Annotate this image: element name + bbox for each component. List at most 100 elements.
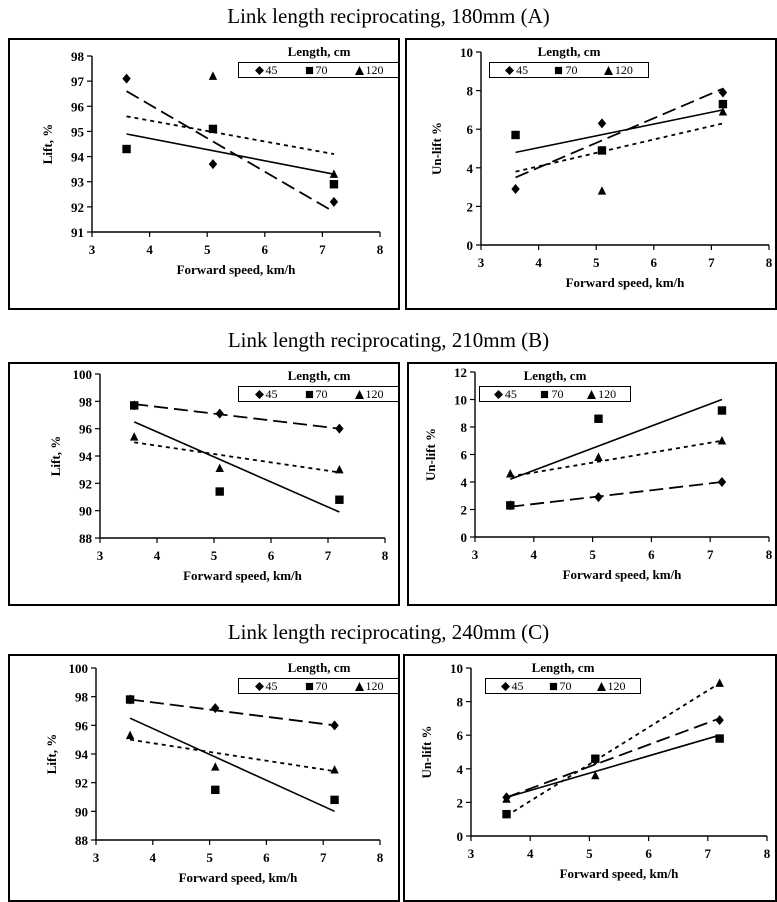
trendline-120: [134, 441, 340, 474]
trendline-120: [126, 115, 335, 155]
x-tick-label: 8: [377, 242, 384, 257]
legend-title: Length, cm: [523, 368, 587, 383]
x-tick-label: 5: [211, 548, 218, 563]
y-tick-label: 6: [467, 122, 474, 137]
x-tick-label: 4: [154, 548, 161, 563]
data-point-45: [330, 720, 339, 731]
legend-item-120: 120: [354, 679, 384, 694]
y-tick-label: 88: [79, 531, 93, 546]
legend-box: 45 70 120: [485, 678, 641, 694]
square-marker-icon: [305, 390, 313, 398]
legend-label: 45: [504, 386, 517, 401]
x-tick-label: 7: [707, 547, 714, 562]
legend-label: 45: [511, 678, 524, 693]
data-point-70: [125, 695, 135, 704]
square-marker-icon: [555, 66, 563, 74]
y-tick-label: 88: [75, 833, 89, 848]
legend: Length, cm 45 70 120: [238, 44, 400, 78]
x-axis-label: Forward speed, km/h: [179, 870, 299, 885]
y-tick-label: 94: [79, 449, 93, 464]
section-title-a: Link length reciprocating, 180mm (A): [227, 4, 550, 28]
x-tick-label: 4: [531, 547, 538, 562]
legend-title: Length, cm: [537, 44, 601, 59]
data-point-120: [502, 794, 511, 803]
y-tick-label: 6: [457, 728, 464, 743]
data-point-70: [335, 495, 344, 504]
x-axis-label: Forward speed, km/h: [183, 568, 303, 583]
data-point-70: [717, 406, 727, 415]
y-tick-label: 0: [461, 530, 468, 545]
x-tick-label: 7: [708, 255, 715, 270]
x-tick-label: 3: [478, 255, 485, 270]
data-point-70: [502, 809, 511, 819]
legend-box: 45 70 120: [238, 62, 400, 78]
legend-label: 120: [365, 62, 384, 77]
legend-title: Length, cm: [287, 368, 351, 383]
x-tick-label: 5: [206, 850, 213, 865]
y-axis-label: Un-lift %: [429, 122, 444, 175]
legend-title: Length, cm: [531, 660, 595, 675]
y-tick-label: 10: [460, 45, 473, 60]
y-tick-label: 8: [461, 420, 468, 435]
data-point-70: [718, 99, 728, 109]
data-point-120: [591, 770, 600, 780]
x-tick-label: 7: [320, 850, 327, 865]
x-tick-label: 7: [319, 242, 326, 257]
legend-item-45: 45: [505, 63, 528, 78]
y-tick-label: 100: [69, 661, 89, 676]
x-tick-label: 5: [589, 547, 596, 562]
legend-item-120: 120: [596, 679, 626, 694]
y-tick-label: 8: [467, 84, 474, 99]
y-tick-label: 97: [71, 74, 85, 89]
chart-panel-b-unlift: 0 2 4 6 8 10 12 3 4 5 6 7 8 Forward speed, km/h Un-lif…: [407, 362, 777, 606]
y-tick-label: 2: [467, 199, 474, 214]
trendline-120: [506, 682, 721, 817]
y-tick-label: 2: [461, 503, 468, 518]
legend-item-45: 45: [254, 386, 278, 402]
trendline-120: [129, 738, 335, 773]
data-point-70: [506, 501, 515, 510]
x-tick-label: 3: [472, 547, 479, 562]
data-point-120: [211, 762, 220, 771]
legend-label: 45: [265, 62, 278, 77]
data-point-120: [597, 186, 607, 195]
data-point-120: [122, 144, 131, 153]
legend-item-120: 120: [354, 62, 384, 78]
y-axis-label: Un-lift %: [423, 428, 438, 481]
data-point-45: [594, 492, 603, 503]
legend-item-70: 70: [305, 63, 328, 78]
y-tick-label: 95: [71, 124, 85, 139]
data-point-120: [594, 452, 603, 461]
chart-panel-c-lift: 88 90 92 94 96 98 100 3 4 5 6 7 8 Forward speed, km/h…: [8, 654, 400, 902]
trendline-70: [515, 109, 724, 154]
y-tick-label: 8: [457, 695, 464, 710]
legend-box: 45 70 120: [238, 678, 400, 694]
y-tick-label: 10: [454, 393, 467, 408]
x-tick-label: 3: [468, 846, 475, 861]
x-tick-label: 3: [93, 850, 100, 865]
legend-title: Length, cm: [287, 44, 351, 59]
y-tick-label: 10: [450, 661, 463, 676]
y-tick-label: 96: [75, 718, 89, 733]
trendline-45: [129, 698, 335, 727]
legend-label: 45: [265, 678, 278, 693]
legend-label: 120: [614, 62, 633, 77]
legend-item-45: 45: [500, 678, 524, 694]
x-tick-label: 4: [527, 846, 534, 861]
data-point-120: [329, 169, 339, 178]
x-tick-label: 8: [764, 846, 771, 861]
x-tick-label: 7: [705, 846, 712, 861]
y-tick-label: 90: [79, 504, 92, 519]
legend-box: 45 70 120: [489, 62, 649, 78]
trendline-45: [134, 403, 340, 430]
trendline-70: [133, 421, 340, 513]
legend-label: 45: [265, 386, 278, 401]
trendline-45: [515, 87, 724, 179]
legend-title: Length, cm: [287, 660, 351, 675]
data-point-70: [594, 414, 603, 423]
x-axis-label: Forward speed, km/h: [563, 567, 683, 582]
